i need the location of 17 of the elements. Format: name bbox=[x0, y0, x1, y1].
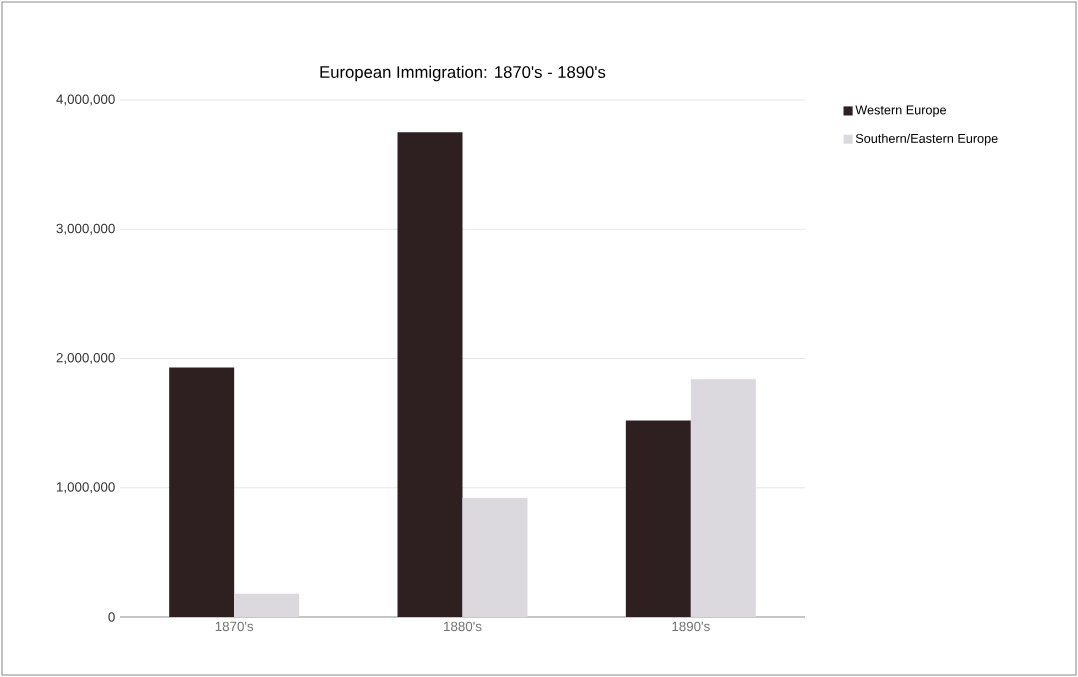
x-tick-label: 1870's bbox=[215, 621, 254, 632]
y-tick-label: 2,000,000 bbox=[56, 352, 115, 365]
bar bbox=[690, 379, 756, 617]
bar bbox=[397, 132, 463, 617]
y-tick-label: 4,000,000 bbox=[56, 94, 115, 106]
y-tick-label: 1,000,000 bbox=[57, 482, 115, 494]
y-tick-label: 3,000,000 bbox=[56, 223, 115, 235]
bar bbox=[169, 367, 235, 617]
legend-label: Southern/Eastern Europe bbox=[855, 133, 998, 146]
x-tick-label: 1880's bbox=[444, 621, 482, 632]
x-tick-label: 1890's bbox=[672, 621, 710, 632]
chart-title: European Immigration: 1870's - 1890's bbox=[320, 65, 606, 82]
legend-label: Western Europe bbox=[855, 105, 947, 117]
bar bbox=[462, 498, 528, 617]
bar bbox=[625, 420, 691, 617]
y-tick-label: 0 bbox=[108, 612, 115, 622]
bar bbox=[234, 593, 300, 617]
